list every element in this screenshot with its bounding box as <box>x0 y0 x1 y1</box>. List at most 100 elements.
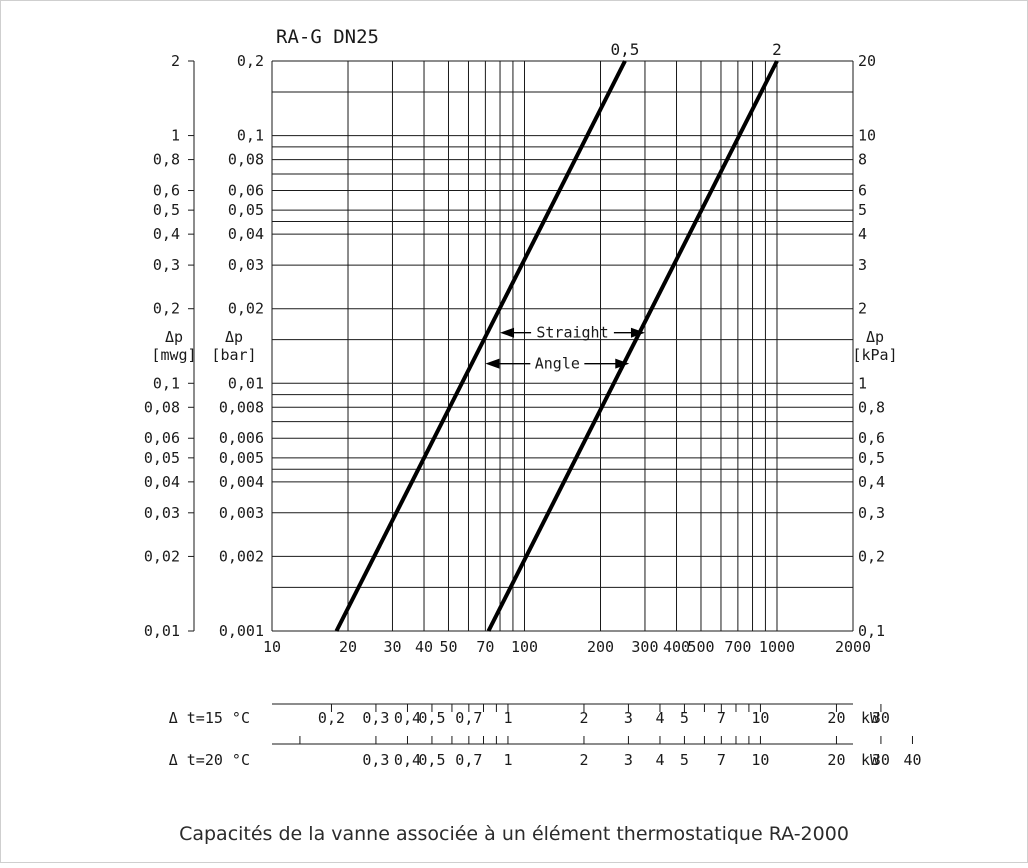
arrow-left-icon <box>485 358 500 369</box>
arrow-right-icon <box>615 358 630 369</box>
y-tick-label-kpa: 0,3 <box>858 504 885 522</box>
y-tick-label-kpa: 0,2 <box>858 547 885 565</box>
figure-caption: Capacités de la vanne associée à un élém… <box>179 823 849 845</box>
y-tick-label-mwg: 0,2 <box>153 300 180 318</box>
annotation-label-angle: Angle <box>535 355 580 373</box>
x-tick-label: 700 <box>724 638 751 656</box>
x-tick-label: 30 <box>383 638 401 656</box>
kw-tick-label: 30 <box>872 709 890 727</box>
y-tick-label-bar: 0,006 <box>219 429 264 447</box>
y-axis-title-mwg: Δp <box>165 328 183 346</box>
y-tick-label-kpa: 6 <box>858 182 867 200</box>
y-tick-label-kpa: 8 <box>858 151 867 169</box>
kw-scale-label: Δ t=20 °C <box>169 751 250 769</box>
y-tick-label-kpa: 0,5 <box>858 449 885 467</box>
kw-tick-label: 0,4 <box>394 709 421 727</box>
grid <box>271 60 854 632</box>
y-axis-title-kpa: Δp <box>866 328 884 346</box>
y-tick-label-mwg: 0,01 <box>144 622 180 640</box>
y-tick-label-kpa: 3 <box>858 256 867 274</box>
y-tick-label-mwg: 0,08 <box>144 398 180 416</box>
y-tick-label-mwg: 1 <box>171 127 180 145</box>
y-tick-label-bar: 0,2 <box>237 52 264 70</box>
y-tick-label-mwg: 0,1 <box>153 374 180 392</box>
kw-tick-label: 1 <box>503 709 512 727</box>
y-axis-title-bar: Δp <box>225 328 243 346</box>
annotation-label-straight: Straight <box>536 324 608 342</box>
x-tick-label: 400 <box>663 638 690 656</box>
y-tick-label-kpa: 10 <box>858 127 876 145</box>
y-tick-label-mwg: 0,04 <box>144 473 180 491</box>
kw-tick-label: 5 <box>680 709 689 727</box>
kw-tick-label: 0,5 <box>418 751 445 769</box>
y-tick-label-bar: 0,005 <box>219 449 264 467</box>
y-tick-label-bar: 0,03 <box>228 256 264 274</box>
y-tick-label-kpa: 1 <box>858 374 867 392</box>
kw-tick-label: 10 <box>751 709 769 727</box>
x-tick-label: 40 <box>415 638 433 656</box>
kw-unit-label: kW <box>861 709 880 727</box>
y-tick-label-bar: 0,08 <box>228 151 264 169</box>
kw-tick-label: 0,3 <box>362 709 389 727</box>
y-tick-label-kpa: 0,4 <box>858 473 885 491</box>
kw-tick-label: 2 <box>579 751 588 769</box>
kw-tick-label: 4 <box>655 709 664 727</box>
series-label-2: 2 <box>772 40 782 59</box>
kw-tick-label: 0,2 <box>318 709 345 727</box>
kw-unit-label: kW <box>861 751 880 769</box>
y-tick-label-bar: 0,01 <box>228 374 264 392</box>
y-tick-label-mwg: 0,05 <box>144 449 180 467</box>
y-tick-label-kpa: 5 <box>858 201 867 219</box>
y-tick-label-mwg: 0,3 <box>153 256 180 274</box>
y-tick-label-mwg: 0,6 <box>153 182 180 200</box>
y-tick-label-bar: 0,06 <box>228 182 264 200</box>
x-tick-label: 300 <box>631 638 658 656</box>
y-tick-label-bar: 0,003 <box>219 504 264 522</box>
y-tick-label-kpa: 0,1 <box>858 622 885 640</box>
y-tick-label-mwg: 0,5 <box>153 201 180 219</box>
arrow-right-icon <box>630 327 645 338</box>
y-tick-label-bar: 0,1 <box>237 127 264 145</box>
x-tick-label: 200 <box>587 638 614 656</box>
y-tick-label-mwg: 0,02 <box>144 547 180 565</box>
y-tick-label-bar: 0,008 <box>219 398 264 416</box>
y-tick-label-mwg: 0,03 <box>144 504 180 522</box>
kw-tick-label: 7 <box>717 751 726 769</box>
kw-tick-label: 7 <box>717 709 726 727</box>
series-layer: 0,5 2 <box>334 40 782 632</box>
series-label-1: 0,5 <box>611 40 640 59</box>
arrow-left-icon <box>500 327 515 338</box>
y-tick-label-bar: 0,05 <box>228 201 264 219</box>
y-tick-label-kpa: 2 <box>858 300 867 318</box>
kw-tick-label: 20 <box>827 751 845 769</box>
y-tick-label-bar: 0,001 <box>219 622 264 640</box>
kw-tick-label: 3 <box>624 751 633 769</box>
kw-tick-label: 0,5 <box>418 709 445 727</box>
y-tick-label-mwg: 0,06 <box>144 429 180 447</box>
kw-tick-label: 0,4 <box>394 751 421 769</box>
y-tick-label-kpa: 4 <box>858 225 867 243</box>
y-tick-label-bar: 0,002 <box>219 547 264 565</box>
y-tick-label-kpa: 0,6 <box>858 429 885 447</box>
y-tick-label-kpa: 0,8 <box>858 398 885 416</box>
kw-tick-label: 3 <box>624 709 633 727</box>
kw-tick-label: 0,7 <box>455 751 482 769</box>
kw-scale-label: Δ t=15 °C <box>169 709 250 727</box>
kw-tick-label: 1 <box>503 751 512 769</box>
series-line-2 <box>486 60 779 632</box>
series-line-1 <box>334 60 627 632</box>
x-tick-label: 1000 <box>759 638 795 656</box>
kw-scales-layer: 0,2 0,3 0,40,5 0,7 1 2 3 4 5 7 10 20 30Δ t=15 °C kW0,… <box>169 703 922 769</box>
y-axis-title-kpa: [kPa] <box>852 346 897 364</box>
x-tick-label: 100 <box>511 638 538 656</box>
y-tick-label-bar: 0,02 <box>228 300 264 318</box>
kw-tick-label: 5 <box>680 751 689 769</box>
kw-tick-label: 10 <box>751 751 769 769</box>
kw-tick-label: 0,7 <box>455 709 482 727</box>
y-axis-title-bar: [bar] <box>211 346 256 364</box>
kw-tick-label: 30 <box>872 751 890 769</box>
annotations-layer: Straight Angle <box>485 324 645 373</box>
x-tick-label: 500 <box>687 638 714 656</box>
